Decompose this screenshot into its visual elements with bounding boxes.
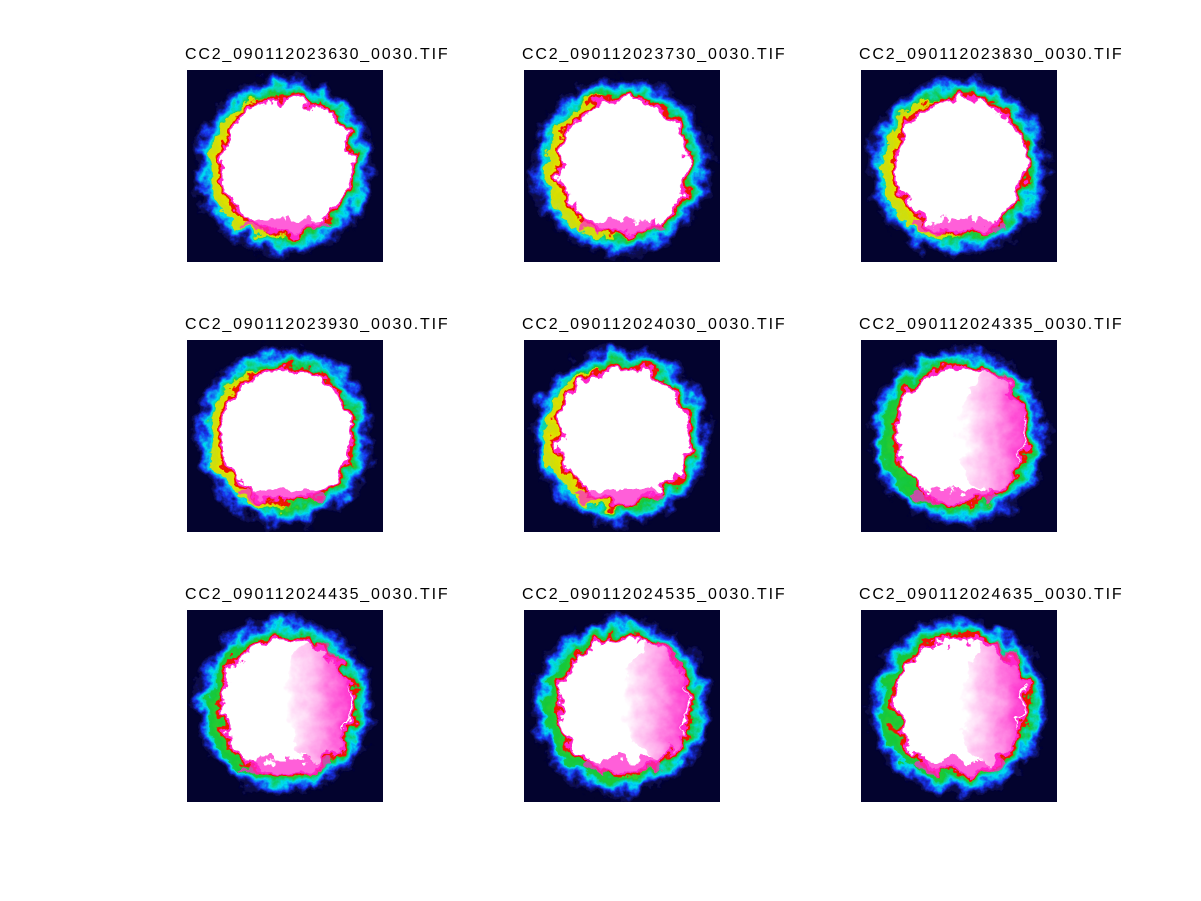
thermal-image: [524, 70, 720, 262]
subplot-panel: CC2_090112023630_0030.TIF: [185, 46, 448, 262]
subplot-title: CC2_090112023830_0030.TIF: [859, 46, 1124, 63]
thermal-image-canvas: [187, 340, 383, 532]
subplot-panel: CC2_090112024635_0030.TIF: [859, 586, 1122, 802]
thermal-image: [861, 340, 1057, 532]
flame-blob: [192, 614, 376, 798]
flame-blob: [192, 74, 376, 258]
subplot-title: CC2_090112024335_0030.TIF: [859, 316, 1124, 333]
subplot-title: CC2_090112023630_0030.TIF: [185, 46, 450, 63]
thermal-image: [861, 610, 1057, 802]
subplot-panel: CC2_090112024335_0030.TIF: [859, 316, 1122, 532]
thermal-image-canvas: [524, 70, 720, 262]
flame-blob: [529, 344, 713, 528]
subplot-title: CC2_090112023730_0030.TIF: [522, 46, 787, 63]
subplot-panel: CC2_090112023830_0030.TIF: [859, 46, 1122, 262]
flame-blob: [529, 614, 713, 798]
subplot-title: CC2_090112024435_0030.TIF: [185, 586, 450, 603]
thermal-image: [187, 340, 383, 532]
subplot-panel: CC2_090112023930_0030.TIF: [185, 316, 448, 532]
subplot-title: CC2_090112023930_0030.TIF: [185, 316, 450, 333]
thermal-image-canvas: [187, 610, 383, 802]
flame-blob: [866, 74, 1050, 258]
subplot-title: CC2_090112024535_0030.TIF: [522, 586, 787, 603]
subplot-title: CC2_090112024635_0030.TIF: [859, 586, 1124, 603]
subplot-panel: CC2_090112023730_0030.TIF: [522, 46, 785, 262]
subplot-panel: CC2_090112024030_0030.TIF: [522, 316, 785, 532]
thermal-image: [861, 70, 1057, 262]
thermal-image-canvas: [524, 610, 720, 802]
subplot-title: CC2_090112024030_0030.TIF: [522, 316, 787, 333]
thermal-image-canvas: [187, 70, 383, 262]
thermal-image: [187, 610, 383, 802]
thermal-image-canvas: [861, 340, 1057, 532]
flame-blob: [192, 344, 376, 528]
thermal-image: [524, 340, 720, 532]
thermal-image: [187, 70, 383, 262]
flame-blob: [866, 344, 1050, 528]
flame-blob: [866, 614, 1050, 798]
flame-blob: [529, 74, 713, 258]
thermal-image-canvas: [524, 340, 720, 532]
subplot-panel: CC2_090112024535_0030.TIF: [522, 586, 785, 802]
thermal-image: [524, 610, 720, 802]
thermal-image-canvas: [861, 610, 1057, 802]
thermal-image-canvas: [861, 70, 1057, 262]
subplot-panel: CC2_090112024435_0030.TIF: [185, 586, 448, 802]
